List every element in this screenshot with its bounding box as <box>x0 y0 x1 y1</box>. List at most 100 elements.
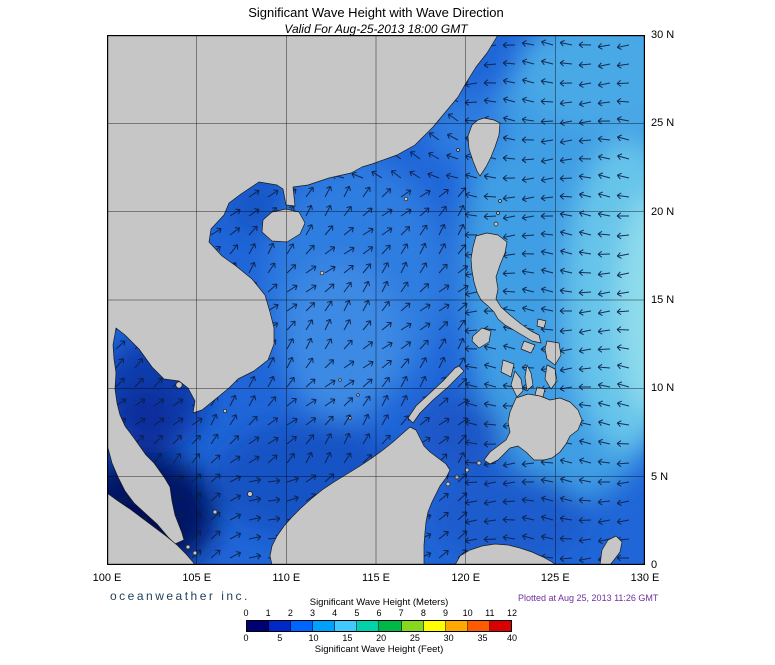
wave-arrow <box>616 43 630 51</box>
wave-arrow <box>343 360 355 369</box>
wave-arrow <box>616 61 630 69</box>
y-tick-label: 10 N <box>651 382 675 395</box>
meters-tick-label: 7 <box>398 608 404 618</box>
wave-arrow <box>362 263 372 274</box>
wave-arrow <box>578 536 592 544</box>
wave-arrow <box>483 97 497 105</box>
wave-arrow <box>559 535 573 543</box>
wave-arrow <box>191 434 201 445</box>
y-tick-label: 30 N <box>651 29 675 41</box>
wave-arrow <box>597 153 611 161</box>
wave-arrow <box>502 516 516 524</box>
wave-arrow <box>559 347 573 354</box>
wave-arrow <box>343 397 354 407</box>
map-canvas[interactable] <box>107 35 645 565</box>
wave-arrow <box>419 303 431 312</box>
wave-arrow <box>521 116 535 124</box>
wave-arrow <box>351 171 364 179</box>
land-sulawesi <box>454 543 557 565</box>
wave-arrow <box>115 358 124 369</box>
wave-arrow <box>153 417 165 426</box>
wave-arrow <box>560 229 573 237</box>
wave-arrow <box>438 205 447 217</box>
wave-arrow <box>578 516 592 524</box>
wave-arrow <box>267 496 281 504</box>
wave-arrow <box>578 155 592 163</box>
wave-arrow <box>457 223 465 236</box>
colorbar-segment <box>291 621 314 631</box>
wave-arrow <box>616 440 630 448</box>
wave-arrow <box>521 250 535 258</box>
plotted-timestamp: Plotted at Aug 25, 2013 11:26 GMT <box>518 593 659 603</box>
legend-colorbar <box>246 620 512 632</box>
feet-tick-label: 15 <box>342 633 353 643</box>
wave-arrow <box>381 341 393 350</box>
wave-arrow <box>428 132 440 141</box>
wave-arrow <box>521 214 535 221</box>
wave-arrow <box>324 283 335 293</box>
wave-arrow <box>286 243 295 255</box>
land-sumatra <box>107 492 196 565</box>
wave-arrow <box>172 453 181 464</box>
colorbar-segment <box>335 621 358 631</box>
wave-arrow <box>521 58 535 66</box>
wave-arrow <box>229 414 238 426</box>
wave-arrow <box>559 366 573 374</box>
wave-arrow <box>559 457 573 465</box>
wave-arrow <box>362 299 370 312</box>
wave-arrow <box>597 290 611 298</box>
wave-arrow <box>210 492 221 502</box>
meters-tick-label: 5 <box>354 608 360 618</box>
land-mainland-asia <box>107 35 499 545</box>
wave-arrow <box>522 305 535 312</box>
land-luzon <box>470 232 542 344</box>
wave-arrow <box>419 357 428 369</box>
meters-tick-label: 10 <box>462 608 473 618</box>
wave-arrow <box>541 286 554 294</box>
wave-arrow <box>597 62 611 70</box>
x-tick-label: 125 E <box>540 572 570 584</box>
land-samar <box>544 340 562 366</box>
wave-arrow <box>343 379 355 388</box>
wave-arrow <box>343 281 352 293</box>
wave-arrow <box>343 339 353 350</box>
wave-arrow <box>286 452 295 464</box>
wave-arrow <box>484 381 497 389</box>
wave-arrow <box>381 394 389 407</box>
wave-arrow <box>428 151 440 160</box>
wave-arrow <box>324 318 332 331</box>
wave-arrow <box>427 171 440 179</box>
wave-arrow <box>419 262 428 274</box>
colorbar-segment <box>357 621 380 631</box>
wave-arrow <box>521 286 535 294</box>
wave-arrow <box>248 476 262 484</box>
wave-arrow <box>502 214 516 221</box>
wave-arrow <box>521 176 535 183</box>
wave-arrow <box>597 438 611 446</box>
wave-arrow <box>457 530 468 540</box>
wave-arrow <box>362 320 372 331</box>
wave-arrow <box>598 400 611 408</box>
wave-arrow <box>616 420 630 427</box>
wave-arrow <box>597 345 611 353</box>
wave-arrow <box>267 262 276 274</box>
wave-arrow <box>438 492 449 502</box>
wave-arrow <box>540 176 554 183</box>
y-tick-label: 25 N <box>651 117 675 130</box>
wave-arrow <box>419 339 429 350</box>
map-border <box>107 35 645 565</box>
x-tick-label: 105 E <box>182 572 212 584</box>
wave-arrow <box>248 514 262 522</box>
meters-tick-label: 1 <box>265 608 271 618</box>
wave-arrow <box>400 394 408 407</box>
land-catanduanes <box>536 318 547 329</box>
wave-arrow <box>559 555 573 563</box>
wave-arrow <box>191 417 203 426</box>
wave-arrow <box>229 227 241 236</box>
wave-arrow <box>362 341 374 350</box>
x-tick-label: 100 E <box>92 572 122 584</box>
wave-arrow <box>578 249 592 256</box>
wave-arrow <box>419 189 431 198</box>
wave-arrow <box>483 517 497 525</box>
